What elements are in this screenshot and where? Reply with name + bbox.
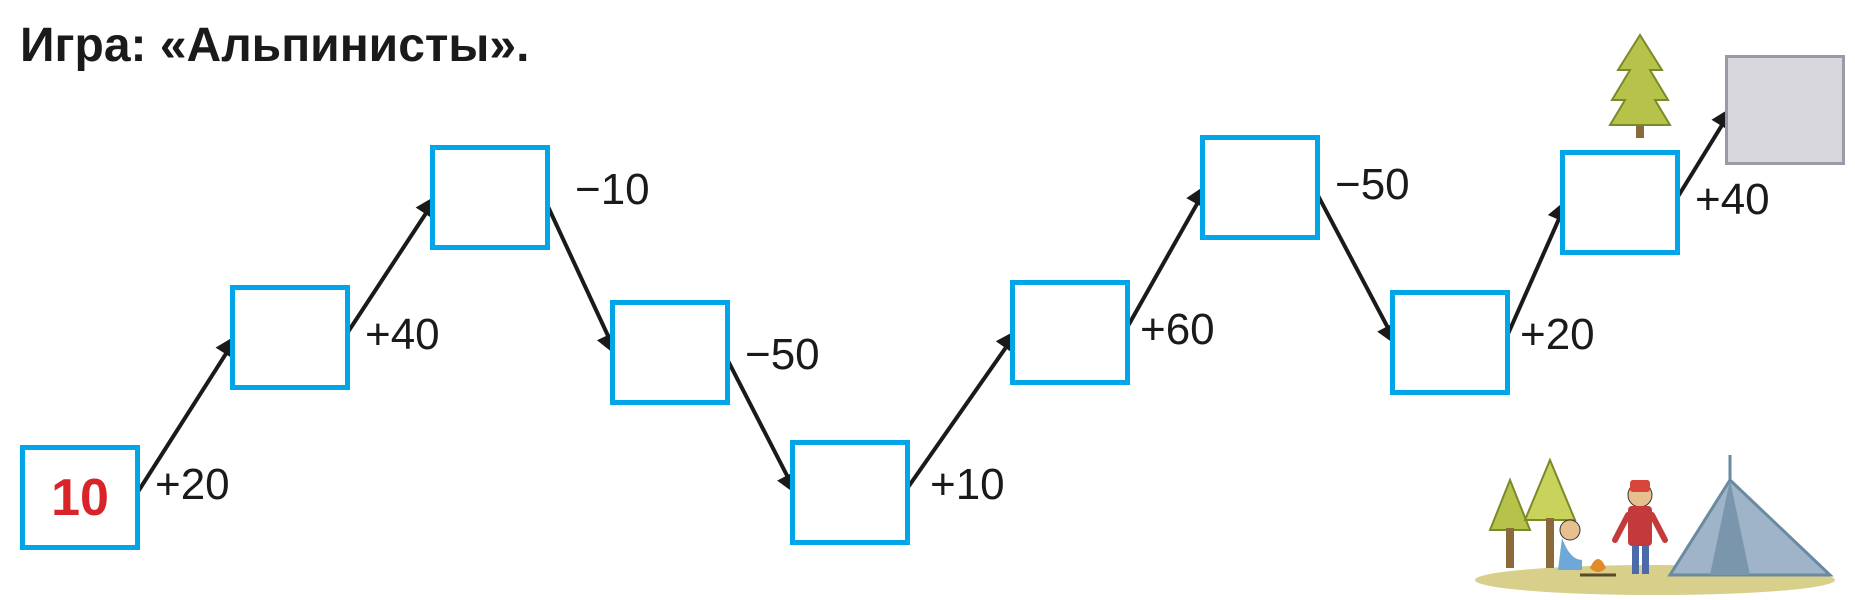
tree-icon	[1600, 30, 1680, 140]
operation-label: +20	[1520, 310, 1595, 360]
operation-label: −10	[575, 165, 650, 215]
answer-box[interactable]	[790, 440, 910, 545]
operation-label: +40	[1695, 175, 1770, 225]
answer-box[interactable]	[230, 285, 350, 390]
operation-label: −50	[1335, 160, 1410, 210]
answer-box[interactable]	[1560, 150, 1680, 255]
start-box: 10	[20, 445, 140, 550]
operation-label: +40	[365, 310, 440, 360]
operation-label: +10	[930, 460, 1005, 510]
operation-label: +20	[155, 460, 230, 510]
final-box	[1725, 55, 1845, 165]
answer-box[interactable]	[1390, 290, 1510, 395]
answer-box[interactable]	[430, 145, 550, 250]
answer-box[interactable]	[610, 300, 730, 405]
box-value: 10	[51, 468, 109, 528]
camp-scene	[1470, 420, 1840, 595]
operation-label: −50	[745, 330, 820, 380]
answer-box[interactable]	[1010, 280, 1130, 385]
arrow-n2-n3	[542, 197, 610, 337]
page-title: Игра: «Альпинисты».	[20, 18, 529, 73]
answer-box[interactable]	[1200, 135, 1320, 240]
operation-label: +60	[1140, 305, 1215, 355]
